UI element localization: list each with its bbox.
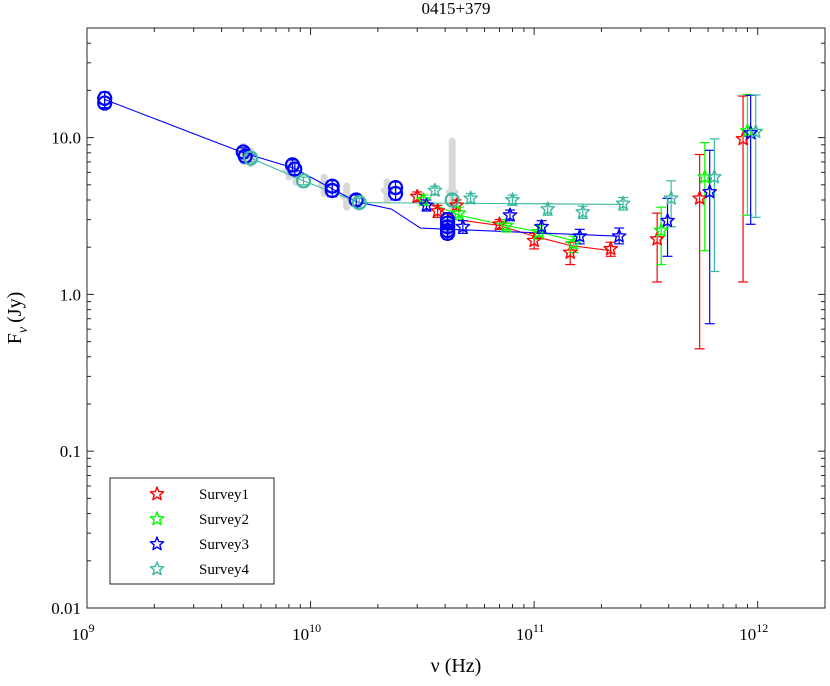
survey1-point [562, 244, 578, 259]
legend-marker-survey1 [149, 486, 165, 501]
survey3-point [534, 219, 549, 234]
survey1-point [649, 231, 665, 246]
y-tick-label: 10.0 [51, 129, 81, 148]
survey4-point [540, 201, 556, 216]
x-tick-label: 109 [72, 621, 95, 644]
survey4-circle-point [351, 194, 367, 211]
survey3-point [660, 213, 675, 228]
legend-label-survey2: Survey2 [199, 512, 249, 528]
x-tick-label: 1010 [292, 621, 321, 644]
survey1-point [735, 131, 751, 146]
legend-marker-survey4 [149, 561, 165, 576]
y-axis-label-sub: ν [16, 326, 31, 333]
survey1-point [430, 203, 445, 218]
y-axis-label-base: F [4, 333, 26, 344]
x-tick-label: 1011 [516, 621, 545, 644]
survey4-point [707, 169, 722, 184]
y-tick-labels: 0.01 0.1 1.0 10.0 [51, 129, 81, 618]
survey4-point [663, 190, 679, 205]
survey3-point [419, 197, 434, 212]
survey1-point [449, 197, 464, 212]
survey4-point [575, 204, 591, 219]
survey4-circle-point [295, 173, 312, 189]
survey3-circle-point [348, 192, 364, 208]
survey3-circle-point [324, 182, 340, 199]
y-tick-label: 0.1 [60, 442, 81, 461]
x-axis-label: ν (Hz) [431, 655, 482, 677]
survey3-point [502, 207, 518, 222]
x-tick-labels: 109 1010 1011 1012 [72, 621, 769, 644]
survey2-point [566, 236, 581, 251]
survey4-point [615, 195, 631, 210]
legend-box [109, 477, 275, 585]
survey4-point [427, 182, 443, 197]
survey1-point [526, 233, 542, 248]
survey4-circle-point [444, 192, 460, 208]
survey3-circle-point [387, 185, 404, 202]
y-tick-label: 1.0 [60, 285, 81, 304]
survey2-point [451, 205, 467, 220]
survey4-point [463, 190, 478, 205]
survey3-circle-point [387, 179, 404, 196]
survey1-point [692, 190, 708, 205]
legend-label-survey4: Survey4 [199, 562, 249, 578]
survey4-point [748, 124, 764, 139]
legend-marker-survey3 [149, 536, 165, 551]
x-tick-label: 1012 [739, 621, 768, 644]
legend-entries: Survey1 Survey2 Survey3 Survey4 [149, 486, 249, 578]
survey3-circle-point [439, 225, 456, 241]
survey3-circle-point [324, 178, 340, 194]
survey4-circle-point [243, 150, 259, 166]
survey3-circle-point [287, 161, 303, 177]
survey3-circle-point [97, 95, 113, 111]
survey3-point [572, 228, 588, 243]
survey3-point [455, 219, 471, 234]
survey3-circle-point [97, 90, 113, 106]
survey2-point [498, 217, 514, 232]
legend-label-survey1: Survey1 [199, 487, 249, 503]
survey3-point [702, 184, 718, 199]
survey3-point [743, 125, 759, 140]
legend-label-survey3: Survey3 [199, 537, 249, 553]
survey4-point [505, 192, 520, 207]
legend: Survey1 Survey2 Survey3 Survey4 [109, 477, 275, 585]
markers-layer [97, 90, 764, 259]
legend-marker-survey2 [149, 511, 165, 526]
y-axis-label-units: (Jy) [4, 292, 26, 323]
survey2-point [653, 222, 669, 238]
y-tick-label: 0.01 [51, 599, 81, 618]
survey3-point [611, 228, 627, 243]
chart-title: 0415+379 [421, 0, 490, 18]
survey2-point [531, 224, 547, 239]
survey1-point [603, 241, 619, 256]
y-axis-label: Fν (Jy) [4, 292, 31, 344]
axis-ticks [86, 27, 826, 609]
